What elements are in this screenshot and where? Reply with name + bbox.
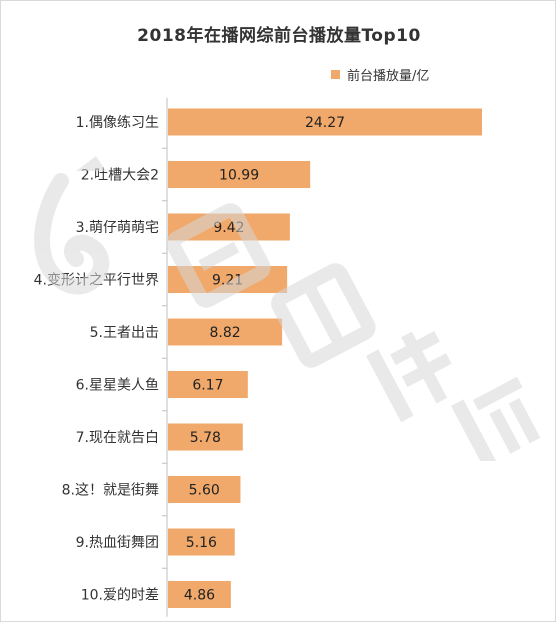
data-label: 9.21 [212,273,243,289]
data-label: 24.27 [305,115,345,131]
category-label: 3.萌仔萌萌宅 [76,220,159,236]
category-label: 8.这！就是街舞 [62,482,159,499]
category-label: 2.吐槽大会2 [81,168,159,184]
legend-label: 前台播放量/亿 [347,69,430,84]
category-label: 6.星星美人鱼 [76,377,159,394]
bar [168,161,311,188]
bar [168,371,248,398]
data-label: 5.16 [186,535,217,551]
bar [168,528,235,556]
category-label: 10.爱的时差 [81,588,159,604]
chart-title: 2018年在播网综前台播放量Top10 [137,26,421,46]
data-label: 8.82 [209,325,240,341]
data-label: 6.17 [192,378,223,394]
category-label: 9.热血街舞团 [76,535,159,551]
data-label: 4.86 [184,588,215,604]
bar [168,423,243,451]
data-label: 5.60 [189,483,220,499]
data-label: 9.42 [213,220,244,236]
category-label: 7.现在就告白 [76,430,159,446]
category-label: 1.偶像练习生 [76,115,159,131]
bar [168,318,283,346]
bar [168,476,241,503]
bar [168,108,482,136]
data-label: 10.99 [219,168,259,184]
chart-legend: 前台播放量/亿 [331,65,429,84]
legend-swatch [331,70,340,79]
category-label: 4.变形计之平行世界 [34,273,159,289]
category-label: 5.王者出击 [90,325,159,341]
bar [168,581,231,608]
data-label: 5.78 [190,430,221,446]
